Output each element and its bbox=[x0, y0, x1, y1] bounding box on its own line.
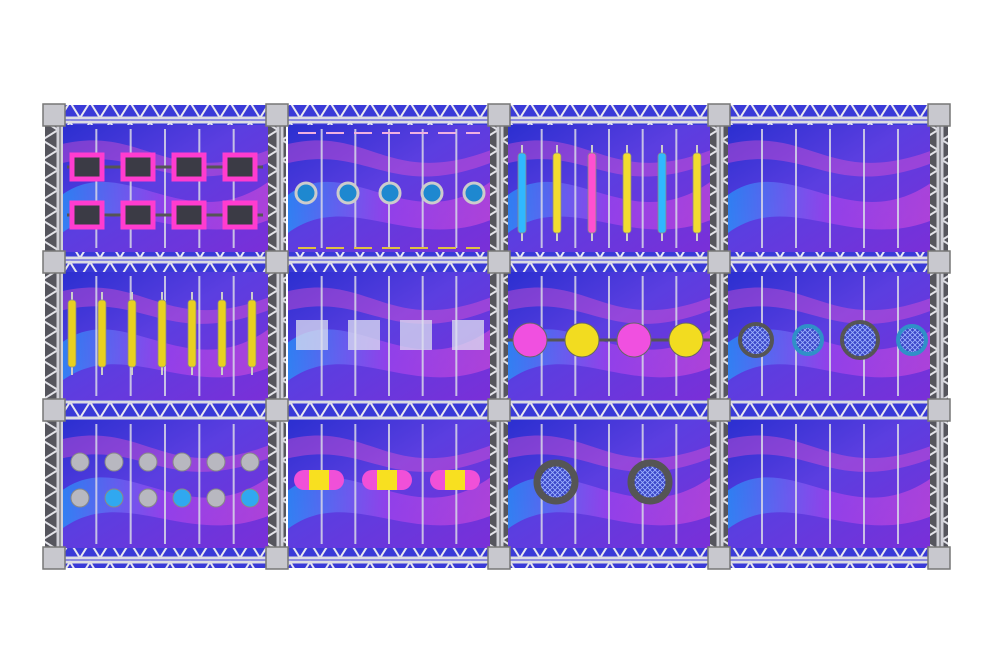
truss-joint bbox=[42, 103, 66, 127]
ball bbox=[564, 322, 600, 358]
ball bbox=[70, 488, 90, 508]
frame-hold bbox=[69, 152, 105, 182]
truss-joint bbox=[927, 250, 951, 274]
truss-joint bbox=[265, 398, 289, 422]
ball bbox=[138, 488, 158, 508]
hanging-bar bbox=[97, 299, 107, 368]
hanging-bar bbox=[552, 152, 562, 234]
truss-joint bbox=[265, 103, 289, 127]
truss-column bbox=[45, 105, 63, 568]
ball bbox=[172, 452, 192, 472]
truss-joint bbox=[927, 398, 951, 422]
block bbox=[452, 320, 484, 350]
ball bbox=[512, 322, 548, 358]
block bbox=[348, 320, 380, 350]
truss-column bbox=[930, 105, 948, 568]
truss-joint bbox=[927, 103, 951, 127]
hanging-bar bbox=[67, 299, 77, 368]
ring bbox=[378, 181, 402, 205]
truss-column bbox=[710, 105, 728, 568]
hanging-bar bbox=[587, 152, 597, 234]
net-ring bbox=[533, 459, 579, 505]
net-ring bbox=[627, 459, 673, 505]
net-ring bbox=[896, 324, 928, 356]
block bbox=[296, 320, 328, 350]
hanging-bar bbox=[127, 299, 137, 368]
frame-hold bbox=[222, 152, 258, 182]
frame-hold bbox=[120, 200, 156, 230]
hanging-bar bbox=[247, 299, 257, 368]
cylinder-band bbox=[445, 470, 465, 490]
hanging-bar bbox=[692, 152, 702, 234]
truss-joint bbox=[487, 398, 511, 422]
ball bbox=[172, 488, 192, 508]
truss-joint bbox=[707, 250, 731, 274]
ball bbox=[668, 322, 704, 358]
frame-hold bbox=[171, 200, 207, 230]
truss-joint bbox=[707, 398, 731, 422]
hanging-bar bbox=[157, 299, 167, 368]
hanging-bar bbox=[657, 152, 667, 234]
block bbox=[400, 320, 432, 350]
ball bbox=[616, 322, 652, 358]
truss-joint bbox=[487, 546, 511, 570]
frame-hold bbox=[120, 152, 156, 182]
ball bbox=[138, 452, 158, 472]
ring bbox=[336, 181, 360, 205]
ball bbox=[206, 488, 226, 508]
ring bbox=[294, 181, 318, 205]
truss-joint bbox=[707, 103, 731, 127]
truss-joint bbox=[265, 250, 289, 274]
frame-hold bbox=[171, 152, 207, 182]
ball bbox=[104, 452, 124, 472]
hanging-bar bbox=[217, 299, 227, 368]
truss-joint bbox=[927, 546, 951, 570]
net-ring bbox=[738, 322, 774, 358]
frame-hold bbox=[69, 200, 105, 230]
truss-joint bbox=[42, 546, 66, 570]
truss-joint bbox=[42, 398, 66, 422]
ring bbox=[462, 181, 486, 205]
hanging-bar bbox=[622, 152, 632, 234]
hanging-bar bbox=[187, 299, 197, 368]
ball bbox=[240, 488, 260, 508]
ball bbox=[240, 452, 260, 472]
ball bbox=[206, 452, 226, 472]
ball bbox=[70, 452, 90, 472]
cylinder-band bbox=[309, 470, 329, 490]
ring bbox=[420, 181, 444, 205]
truss-joint bbox=[265, 546, 289, 570]
truss-joint bbox=[487, 250, 511, 274]
hanging-bar bbox=[517, 152, 527, 234]
net-ring bbox=[792, 324, 824, 356]
truss-column bbox=[490, 105, 508, 568]
ball bbox=[104, 488, 124, 508]
truss-joint bbox=[487, 103, 511, 127]
cylinder-band bbox=[377, 470, 397, 490]
net-ring bbox=[840, 320, 880, 360]
truss-column bbox=[268, 105, 286, 568]
frame-hold bbox=[222, 200, 258, 230]
truss-joint bbox=[42, 250, 66, 274]
truss-joint bbox=[707, 546, 731, 570]
